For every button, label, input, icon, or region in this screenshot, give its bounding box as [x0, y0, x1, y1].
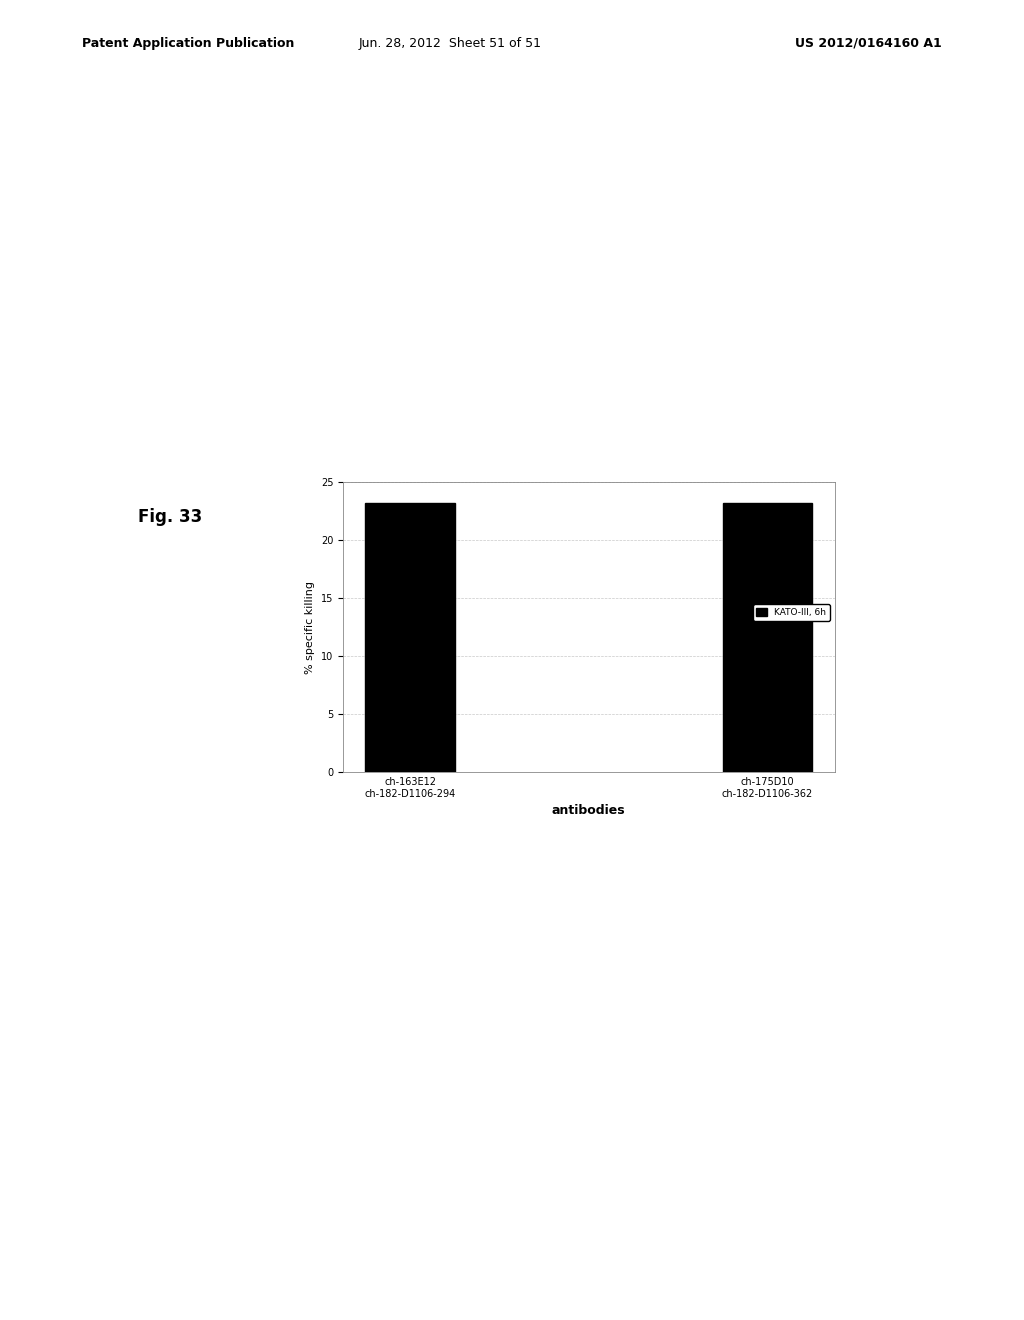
Text: Jun. 28, 2012  Sheet 51 of 51: Jun. 28, 2012 Sheet 51 of 51 — [359, 37, 542, 50]
Text: Fig. 33: Fig. 33 — [138, 508, 203, 527]
Text: US 2012/0164160 A1: US 2012/0164160 A1 — [796, 37, 942, 50]
Y-axis label: % specific killing: % specific killing — [305, 581, 315, 673]
Legend: KATO-III, 6h: KATO-III, 6h — [753, 605, 830, 620]
Bar — [723, 503, 812, 772]
Bar — [366, 503, 455, 772]
Text: Patent Application Publication: Patent Application Publication — [82, 37, 294, 50]
X-axis label: antibodies: antibodies — [552, 804, 626, 817]
